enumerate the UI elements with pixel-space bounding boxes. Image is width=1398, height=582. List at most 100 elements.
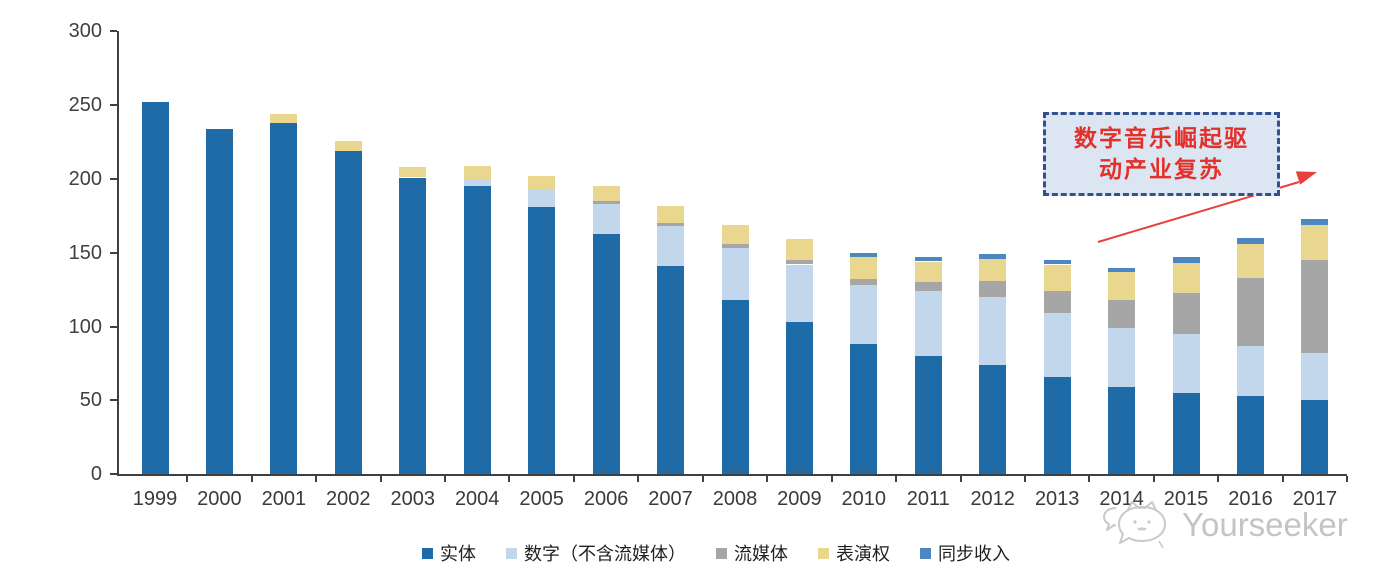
x-axis-label: 2005 [519,488,564,510]
legend-item: 数字（不含流媒体） [506,540,686,566]
bar-segment-2014 [1108,387,1136,474]
bar-segment-2015 [1172,292,1200,334]
legend-label: 同步收入 [938,544,1010,564]
legend-swatch [818,547,829,559]
bar-segment-2013 [1043,260,1071,265]
bar-segment-2003 [399,167,427,178]
x-axis-tick [250,476,253,482]
legend-label: 流媒体 [734,544,788,564]
bar-segment-2006 [592,204,620,234]
legend-item: 同步收入 [920,540,1010,566]
x-axis-label: 2012 [970,488,1015,510]
bar-segment-2014 [1108,267,1136,272]
bar-segment-2002 [334,150,362,474]
x-axis-label: 2016 [1228,488,1273,510]
x-axis-label: 2003 [390,488,436,510]
x-axis-label: 1999 [132,488,178,510]
bar-segment-2008 [721,299,749,474]
y-axis-label: 0 [90,463,102,485]
y-axis-tick [110,30,117,33]
y-axis-label: 150 [68,241,102,264]
y-axis-line [117,31,119,476]
x-axis-tick [637,476,640,482]
bar-segment-2013 [1043,291,1071,314]
x-axis-tick [959,476,962,482]
x-axis-label: 2009 [777,488,822,510]
y-axis-tick [110,251,117,254]
bar-segment-2000 [205,128,233,474]
x-axis-tick [186,476,189,482]
bar-segment-2004 [463,186,491,474]
bar-segment-2002 [334,140,362,151]
bar-segment-2007 [657,226,684,266]
bar-segment-2010 [850,252,878,258]
x-axis-label: 2011 [906,488,950,510]
bar-segment-2011 [914,257,942,262]
bar-segment-2016 [1237,395,1264,474]
y-axis-label: 200 [68,167,102,190]
bar-segment-2009 [785,260,813,265]
bar-segment-2005 [528,176,556,190]
bar-segment-2010 [850,279,878,286]
x-axis-tick [1152,476,1155,482]
y-axis-tick [110,177,117,180]
bar-segment-2017 [1301,260,1329,353]
x-axis-label: 2010 [841,488,887,510]
bar-segment-2007 [657,223,684,227]
y-axis-tick [110,399,117,402]
y-axis-tick [110,104,117,107]
legend-item: 表演权 [818,540,890,566]
x-axis-line [117,474,1347,476]
bar-segment-2016 [1237,243,1264,278]
bar-segment-2016 [1237,345,1264,396]
x-axis-label: 2001 [261,488,307,510]
bar-segment-2012 [979,258,1007,281]
x-axis-tick [1088,476,1091,482]
bar-segment-2014 [1108,299,1136,328]
x-axis-tick [766,476,769,482]
x-axis-label: 2004 [454,488,500,510]
x-axis-label: 2006 [583,488,629,510]
bar-segment-2005 [528,207,556,474]
legend-item: 实体 [422,540,476,566]
x-axis-tick [572,476,575,482]
legend-swatch [920,547,931,559]
bar-segment-2017 [1301,400,1329,474]
bar-segment-2004 [463,180,491,187]
bar-segment-2015 [1172,263,1200,293]
y-axis-label: 50 [79,389,102,412]
x-axis-tick [1281,476,1284,482]
legend-swatch [422,547,433,559]
legend-swatch [716,547,727,559]
x-axis-tick [1217,476,1220,482]
annotation-line2: 动产业复苏 [1099,157,1224,182]
bar-segment-2012 [979,297,1007,365]
annotation-line1: 数字音乐崛起驱 [1074,126,1249,151]
x-axis-label: 2002 [326,488,371,510]
bar-segment-2017 [1301,224,1329,261]
bar-segment-2003 [399,177,427,474]
bar-segment-2012 [979,364,1007,474]
bar-segment-2015 [1172,392,1200,474]
bar-segment-2011 [914,282,942,292]
bar-segment-2016 [1237,277,1264,346]
bar-segment-2004 [463,165,491,181]
x-axis-tick [895,476,898,482]
x-axis-label: 2007 [648,488,693,510]
bar-segment-2012 [979,254,1007,259]
bar-segment-2007 [657,205,684,224]
bar-segment-2013 [1043,376,1071,474]
bar-segment-2011 [914,291,942,356]
bar-segment-2006 [592,233,620,474]
legend-label: 表演权 [836,544,890,564]
bar-segment-1999 [141,102,169,474]
legend-swatch [506,547,517,559]
x-axis-label: 2013 [1034,488,1080,510]
annotation-callout: 数字音乐崛起驱 动产业复苏 [1043,112,1280,196]
bar-segment-2010 [850,344,878,474]
bar-segment-2013 [1043,313,1071,377]
bar-segment-2008 [721,248,749,300]
bar-segment-2001 [270,114,298,123]
